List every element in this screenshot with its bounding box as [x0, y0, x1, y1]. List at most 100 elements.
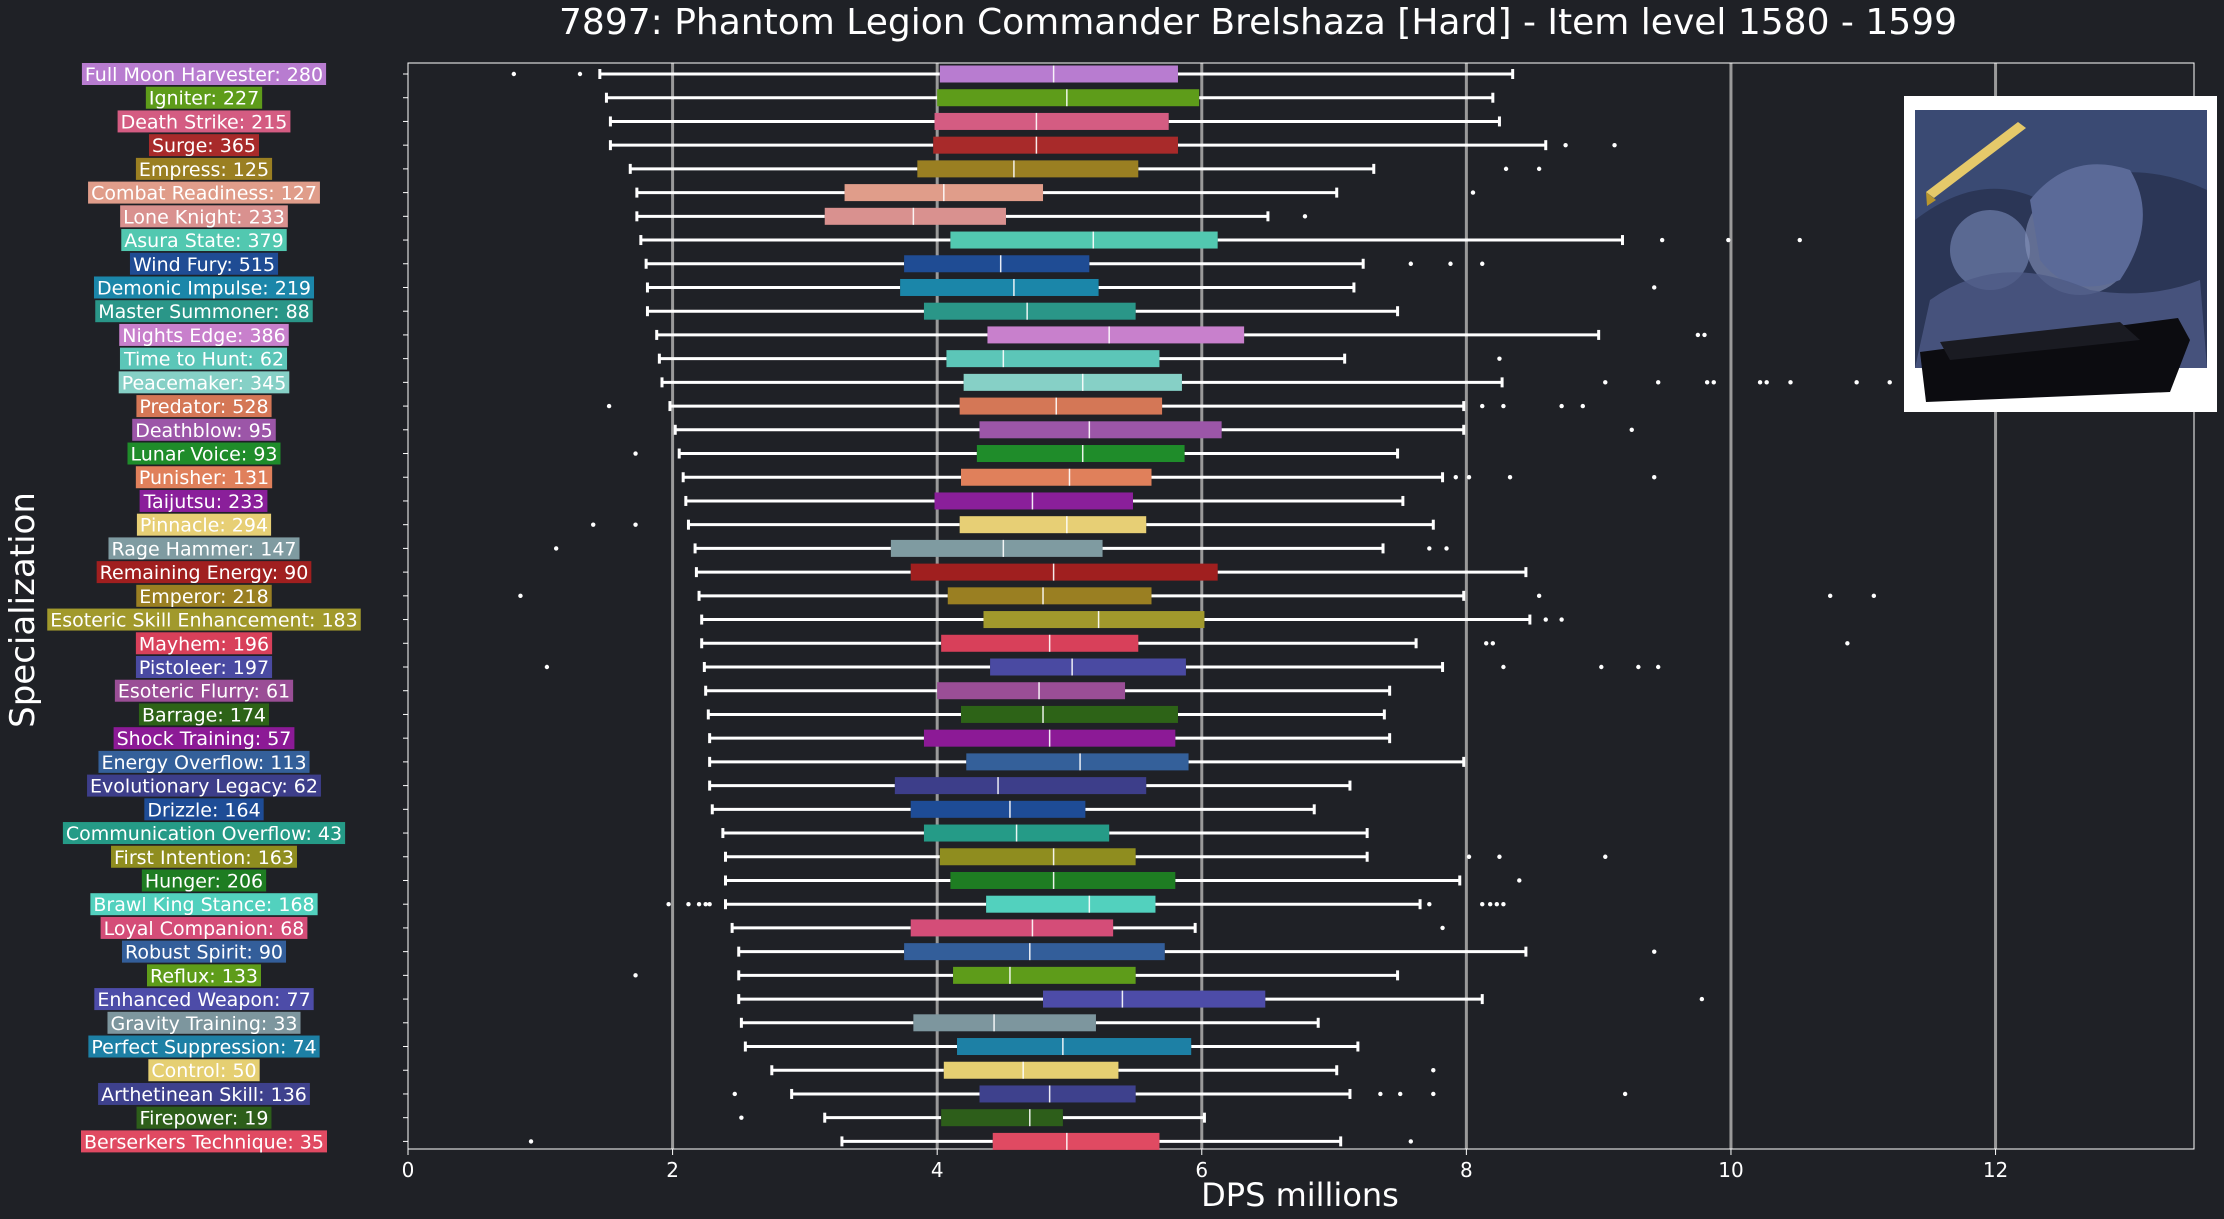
outlier-point [696, 902, 702, 907]
iqr-box [966, 753, 1189, 771]
iqr-box [904, 255, 1090, 273]
spec-label-0: Full Moon Harvester: 280 [85, 64, 323, 86]
spec-label-bg-45 [81, 1130, 327, 1153]
outlier-point [518, 593, 523, 599]
outlier-point [528, 1139, 534, 1144]
box-19 [403, 516, 1435, 534]
outlier-point [1503, 166, 1509, 172]
spec-label-12: Time to Hunt: 62 [123, 349, 284, 371]
outlier-point [1845, 641, 1850, 646]
outlier-point [1695, 332, 1701, 338]
spec-label-3: Surge: 365 [152, 135, 256, 157]
iqr-box [979, 1085, 1136, 1103]
outlier-point [1652, 475, 1657, 480]
spec-label-37: Robust Spirit: 90 [125, 942, 283, 964]
iqr-box [946, 350, 1160, 368]
spec-label-41: Perfect Suppression: 74 [91, 1037, 316, 1059]
spec-label-15: Deathblow: 95 [135, 420, 273, 442]
outlier-point [1497, 854, 1502, 859]
spec-label-33: First Intention: 163 [114, 847, 294, 869]
iqr-box [934, 492, 1133, 510]
spec-label-42: Control: 50 [151, 1060, 256, 1082]
spec-label-bg-35 [90, 893, 318, 916]
iqr-box [953, 966, 1136, 984]
box-23 [403, 611, 1564, 629]
box-8 [403, 255, 1485, 273]
outlier-point [1656, 380, 1661, 385]
spec-label-bg-27 [138, 703, 270, 726]
outlier-point [1629, 427, 1634, 432]
spec-label-bg-20 [108, 537, 300, 560]
spec-label-6: Lone Knight: 233 [123, 206, 285, 228]
spec-label-bg-44 [136, 1106, 272, 1129]
box-22 [403, 587, 1877, 605]
spec-label-bg-26 [114, 679, 294, 702]
outlier-point [1871, 593, 1877, 599]
spec-label-bg-29 [98, 750, 310, 773]
spec-label-bg-36 [100, 916, 308, 939]
iqr-box [913, 1014, 1096, 1032]
box-31 [403, 800, 1316, 818]
outlier-point [511, 71, 517, 77]
spec-label-bg-9 [93, 276, 315, 299]
iqr-box [939, 65, 1178, 83]
box-45 [403, 1132, 1414, 1150]
outlier-point [544, 664, 550, 670]
outlier-point [1563, 142, 1568, 148]
outlier-point [1612, 142, 1617, 148]
box-25 [403, 658, 1661, 676]
boss-portrait [1904, 96, 2217, 412]
spec-label-27: Barrage: 174 [142, 704, 266, 726]
outlier-point [1501, 403, 1506, 409]
spec-label-bg-8 [129, 252, 279, 275]
spec-label-bg-7 [121, 229, 287, 252]
outlier-point [703, 902, 708, 907]
box-20 [403, 539, 1449, 557]
outlier-point [707, 902, 712, 907]
iqr-box [983, 611, 1205, 629]
spec-label-18: Taijutsu: 233 [143, 491, 265, 513]
box-15 [403, 421, 1634, 439]
spec-label-bg-19 [136, 513, 272, 536]
spec-label-bg-25 [135, 656, 273, 678]
box-13 [403, 373, 1892, 391]
iqr-box [1043, 990, 1266, 1008]
box-21 [403, 563, 1528, 581]
box-34 [403, 871, 1522, 889]
box-5 [403, 184, 1476, 202]
spec-label-bg-5 [88, 181, 320, 204]
outlier-point [1536, 166, 1542, 172]
box-0 [403, 65, 1515, 83]
outlier-point [1702, 332, 1707, 338]
box-40 [403, 1014, 1320, 1032]
outlier-point [1603, 854, 1608, 859]
outlier-point [739, 1115, 744, 1120]
outlier-point [1494, 902, 1499, 907]
outlier-point [1726, 237, 1731, 243]
outlier-point [1484, 641, 1489, 646]
outlier-point [1580, 403, 1585, 409]
plot-frame [407, 62, 2195, 1150]
outlier-point [1470, 190, 1476, 195]
spec-label-bg-10 [95, 300, 313, 323]
spec-label-21: Remaining Energy: 90 [100, 562, 309, 584]
outlier-point [1699, 996, 1705, 1002]
outlier-point [633, 522, 638, 527]
outlier-point [1487, 902, 1493, 907]
iqr-box [979, 421, 1222, 439]
spec-label-45: Berserkers Technique: 35 [84, 1131, 324, 1153]
iqr-box [890, 539, 1103, 557]
spec-label-bg-41 [88, 1035, 320, 1058]
outlier-point [1480, 403, 1485, 409]
outlier-point [1536, 593, 1542, 599]
outlier-point [1453, 475, 1458, 480]
outlier-point [1656, 664, 1661, 670]
spec-label-bg-13 [118, 371, 290, 394]
x-axis-label: DPS millions [1201, 1176, 1399, 1214]
spec-label-38: Reflux: 133 [150, 965, 258, 987]
spec-label-22: Emperor: 218 [139, 586, 268, 608]
outlier-point [686, 902, 691, 907]
box-33 [403, 848, 1608, 866]
box-6 [403, 207, 1308, 225]
